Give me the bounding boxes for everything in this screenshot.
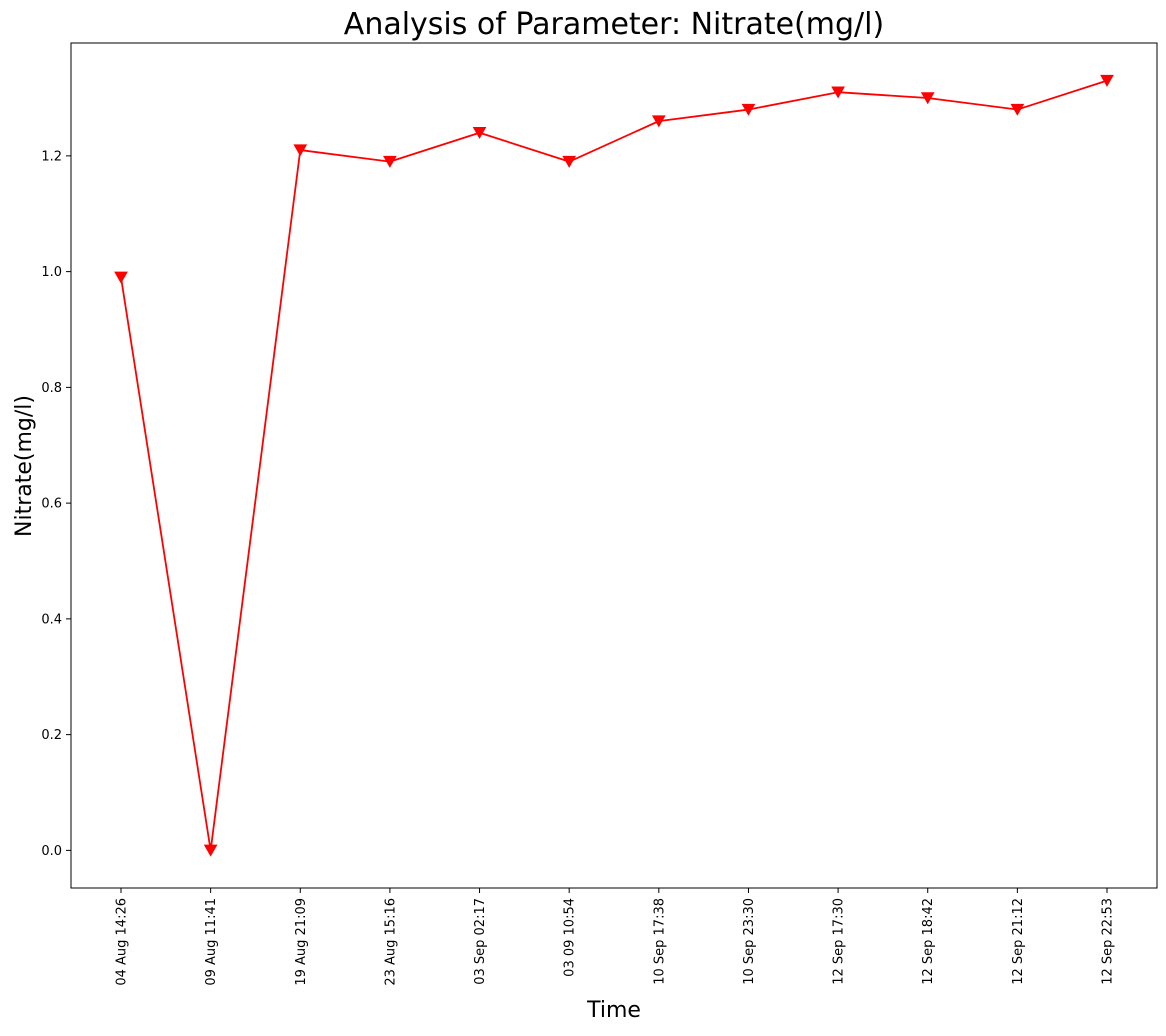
plot-area: 0.0 0.2 0.4 0.6 0.8 1.0 1.2 04 Aug 14:26 09 Aug … — [41, 42, 1158, 986]
x-tick-label: 23 Aug 15:16 — [383, 898, 398, 986]
x-tick-label: 03 Sep 02:17 — [473, 898, 488, 985]
data-point-marker — [383, 155, 397, 168]
x-axis-label: Time — [586, 998, 641, 1023]
x-tick-label: 09 Aug 11:41 — [204, 898, 219, 986]
x-tick-label: 03 09 10:54 — [563, 898, 578, 977]
data-point-marker — [114, 271, 128, 284]
x-tick-label: 10 Sep 17:38 — [652, 898, 667, 985]
data-point-marker — [1010, 103, 1025, 116]
data-point-marker — [651, 115, 666, 128]
x-tick-label: 12 Sep 21:12 — [1011, 898, 1026, 985]
y-axis-label: Nitrate(mg/l) — [12, 395, 37, 537]
x-tick-label: 12 Sep 22:53 — [1101, 898, 1116, 985]
data-point-marker — [293, 144, 308, 157]
y-tick-label: 0.2 — [41, 728, 62, 743]
y-tick-label: 0.6 — [41, 497, 62, 512]
series-line — [120, 79, 1108, 852]
x-tick-label: 10 Sep 23:30 — [742, 898, 757, 985]
data-point-marker — [1100, 74, 1114, 87]
data-point-marker — [562, 155, 577, 168]
y-tick-label: 0.0 — [41, 844, 62, 859]
data-point-marker — [472, 126, 487, 139]
y-tick-label: 1.0 — [41, 265, 62, 280]
data-point-marker — [920, 92, 935, 105]
y-tick-label: 1.2 — [41, 149, 62, 164]
data-point-marker — [203, 844, 218, 857]
x-tick-label: 12 Sep 17:30 — [832, 898, 847, 985]
y-tick-label: 0.8 — [41, 381, 62, 396]
chart-title: Analysis of Parameter: Nitrate(mg/l) — [344, 7, 884, 42]
x-tick-label: 19 Aug 21:09 — [294, 898, 309, 986]
data-point-marker — [831, 86, 845, 99]
x-tick-label: 12 Sep 18:42 — [921, 898, 936, 985]
y-tick-label: 0.4 — [41, 612, 62, 627]
x-tick-label: 04 Aug 14:26 — [115, 898, 130, 986]
data-point-marker — [741, 103, 756, 116]
plot-frame — [70, 42, 1158, 889]
